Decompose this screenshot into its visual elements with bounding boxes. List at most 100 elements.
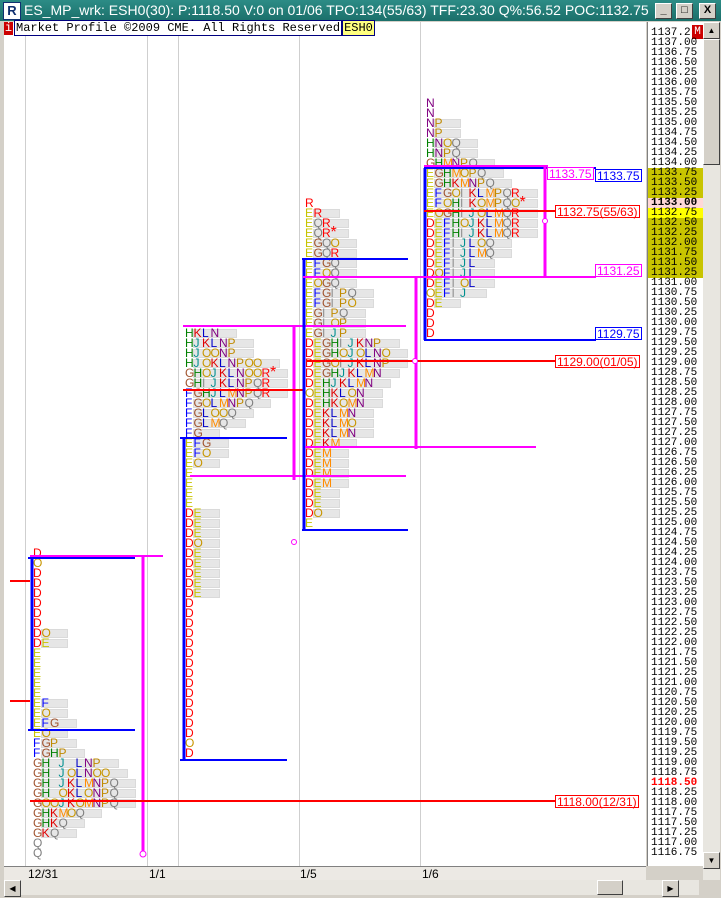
date-label: 1/6 bbox=[422, 867, 439, 881]
horizontal-scrollbar[interactable]: ◀ ▶ bbox=[4, 880, 699, 897]
tpo-letter: O bbox=[58, 786, 68, 800]
tpo-letter: E bbox=[185, 476, 194, 490]
price-tick: 1131.75 bbox=[648, 248, 703, 259]
tpo-letter: D bbox=[305, 376, 314, 390]
tpo-letter: I bbox=[451, 246, 455, 260]
volume-bar bbox=[193, 359, 280, 368]
tpo-letter: G bbox=[33, 776, 43, 790]
tpo-letter: L bbox=[330, 426, 338, 440]
tpo-letter: E bbox=[305, 226, 314, 240]
tpo-letter: D bbox=[426, 296, 435, 310]
vertical-scrollbar[interactable]: ▲ ▼ bbox=[703, 22, 720, 880]
volume-bar bbox=[313, 349, 408, 358]
price-tick: 1125.25 bbox=[651, 507, 698, 519]
tpo-letter: I bbox=[339, 356, 343, 370]
tpo-letter: D bbox=[33, 566, 42, 580]
tpo-letter: G bbox=[313, 306, 323, 320]
tpo-letter: E bbox=[313, 336, 322, 350]
tpo-letter: O bbox=[460, 166, 470, 180]
tpo-letter: J bbox=[468, 216, 475, 230]
scroll-down-button[interactable]: ▼ bbox=[703, 852, 720, 869]
price-tick: 1119.25 bbox=[651, 747, 698, 759]
price-tick: 1134.50 bbox=[651, 137, 698, 149]
price-tick: 1132.25 bbox=[648, 228, 703, 239]
tpo-letter: D bbox=[305, 496, 314, 510]
tpo-letter: E bbox=[305, 216, 314, 230]
scroll-thumb-horizontal[interactable] bbox=[597, 880, 623, 895]
volume-bar bbox=[313, 409, 374, 418]
scroll-up-button[interactable]: ▲ bbox=[703, 22, 720, 39]
volume-bar bbox=[313, 339, 400, 348]
info-icon[interactable]: i bbox=[4, 21, 13, 35]
tpo-letter: P bbox=[339, 326, 348, 340]
tpo-letter: J bbox=[347, 346, 354, 360]
price-tick: 1125.50 bbox=[651, 497, 698, 509]
price-tick: 1120.50 bbox=[651, 697, 698, 709]
tpo-letter: D bbox=[33, 546, 42, 560]
tpo-letter: D bbox=[33, 596, 42, 610]
volume-bar bbox=[41, 749, 85, 758]
tpo-letter: H bbox=[330, 366, 340, 380]
tpo-letter: L bbox=[202, 406, 209, 420]
scroll-left-button[interactable]: ◀ bbox=[4, 880, 21, 897]
tpo-letter: G bbox=[193, 426, 203, 440]
tpo-letter: G bbox=[313, 326, 323, 340]
volume-bar bbox=[41, 699, 68, 708]
maximize-button[interactable]: □ bbox=[676, 3, 693, 19]
gridline bbox=[25, 22, 26, 866]
va-low-label: 1129.75 bbox=[595, 327, 642, 341]
tpo-letter: G bbox=[322, 276, 332, 290]
volume-bar bbox=[193, 339, 254, 348]
price-tick: 1136.75 bbox=[651, 47, 698, 59]
scroll-thumb[interactable] bbox=[703, 39, 720, 165]
tpo-letter: E bbox=[313, 486, 322, 500]
price-tick: 1122.25 bbox=[651, 627, 698, 639]
app-icon: R bbox=[3, 2, 21, 20]
tpo-letter: O bbox=[202, 356, 212, 370]
tpo-letter: Q bbox=[253, 386, 263, 400]
tpo-letter: D bbox=[185, 526, 194, 540]
mode-badge[interactable]: M bbox=[692, 25, 703, 39]
price-tick: 1119.50 bbox=[651, 737, 698, 749]
scroll-right-button[interactable]: ▶ bbox=[662, 880, 679, 897]
tpo-letter: D bbox=[185, 606, 194, 620]
tpo-letter: H bbox=[330, 346, 340, 360]
tpo-letter: P bbox=[101, 776, 110, 790]
tpo-letter: O bbox=[253, 356, 263, 370]
tpo-letter: O bbox=[193, 536, 203, 550]
price-tick: 1117.50 bbox=[651, 817, 698, 829]
tpo-letter: D bbox=[33, 636, 42, 650]
ib-marker bbox=[291, 539, 297, 545]
tpo-letter: P bbox=[236, 396, 245, 410]
tpo-letter: E bbox=[305, 316, 314, 330]
tpo-letter: E bbox=[426, 166, 435, 180]
tpo-letter: G bbox=[33, 796, 43, 810]
minimize-button[interactable]: _ bbox=[655, 3, 672, 19]
tpo-letter: Q bbox=[330, 256, 340, 270]
tpo-letter: M bbox=[84, 776, 94, 790]
tpo-letter: H bbox=[426, 146, 435, 160]
tpo-letter: H bbox=[451, 206, 461, 220]
tpo-letter: N bbox=[426, 116, 435, 130]
tpo-letter: O bbox=[339, 396, 349, 410]
price-tick: 1133.75 bbox=[648, 168, 703, 179]
tpo-letter: P bbox=[373, 336, 382, 350]
tpo-letter: I bbox=[460, 206, 464, 220]
tpo-letter: P bbox=[236, 356, 245, 370]
gridline bbox=[420, 22, 421, 866]
tpo-letter: K bbox=[451, 176, 460, 190]
price-tick: 1124.75 bbox=[651, 527, 698, 539]
volume-bar bbox=[434, 239, 512, 248]
tpo-letter: E bbox=[426, 196, 435, 210]
volume-bar bbox=[193, 579, 220, 588]
tpo-letter: O bbox=[330, 356, 340, 370]
close-button[interactable]: X bbox=[699, 3, 716, 19]
tpo-letter: N bbox=[227, 356, 237, 370]
tpo-letter: H bbox=[202, 386, 211, 400]
tpo-letter: O bbox=[202, 446, 212, 460]
tpo-letter: J bbox=[460, 246, 466, 260]
price-tick: 1132.00 bbox=[648, 238, 703, 249]
tpo-letter: J bbox=[58, 756, 65, 770]
tpo-letter: O bbox=[313, 276, 323, 290]
tpo-letter: K bbox=[477, 226, 486, 240]
